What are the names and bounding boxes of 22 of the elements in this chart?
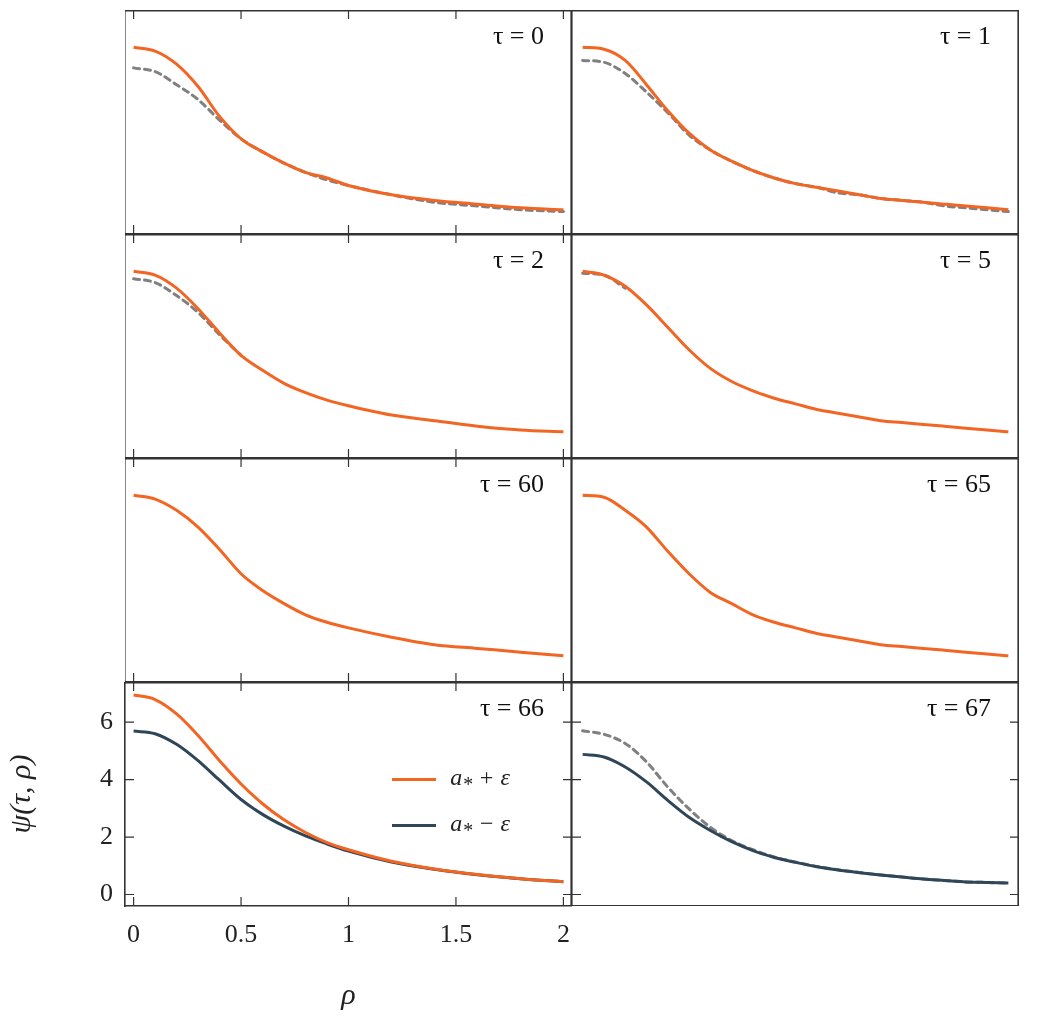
chart-title: τ = 67 (926, 692, 991, 722)
chart-title: τ = 2 (492, 244, 544, 274)
y-tick-label: 0 (100, 878, 113, 908)
x-axis-title: ρ (340, 976, 356, 1010)
chart-title: τ = 66 (479, 692, 544, 722)
y-tick-label: 2 (100, 820, 113, 850)
chart-title: τ = 65 (926, 468, 991, 498)
y-tick-label: 6 (100, 706, 113, 736)
chart-title: τ = 5 (939, 244, 991, 274)
x-tick-label: 1.5 (439, 919, 473, 949)
legend-label: a$_{*}$ + ε (450, 764, 510, 796)
legend-label: a$_{*}$ − ε (450, 809, 510, 842)
y-tick-label: 4 (100, 763, 113, 793)
y-axis-title: ψ(τ, ρ) (2, 754, 37, 834)
chart-title: τ = 60 (479, 468, 544, 498)
x-tick-label: 2 (556, 919, 570, 949)
chart-title: τ = 1 (939, 20, 991, 50)
line-series (132, 693, 565, 884)
x-tick-label: 0.5 (224, 919, 258, 949)
chart-title: τ = 0 (492, 20, 544, 50)
x-tick-label: 0 (127, 919, 141, 949)
x-tick-label: 1 (342, 919, 355, 949)
